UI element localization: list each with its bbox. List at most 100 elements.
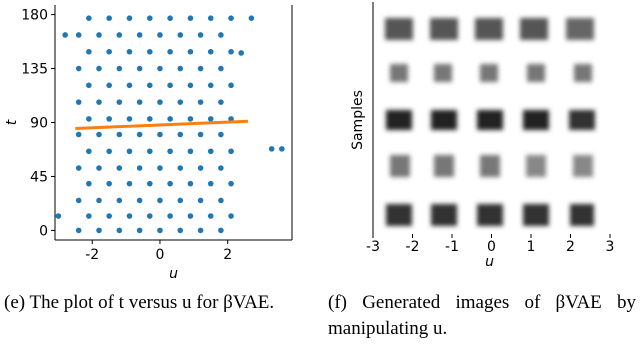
point xyxy=(197,32,204,38)
point xyxy=(106,15,112,21)
point xyxy=(177,165,184,171)
point xyxy=(86,213,92,219)
point xyxy=(86,148,92,155)
point xyxy=(106,180,112,187)
point xyxy=(75,32,82,38)
point xyxy=(197,65,204,72)
x-tick-label: -1 xyxy=(445,239,459,255)
point xyxy=(106,82,112,89)
point xyxy=(197,197,204,204)
point xyxy=(187,116,194,122)
point xyxy=(126,148,133,155)
y-axis-label: t xyxy=(4,119,20,125)
y-tick-label: 180 xyxy=(21,8,48,24)
point xyxy=(96,65,102,72)
point xyxy=(207,82,214,89)
point xyxy=(167,148,173,155)
fit-line xyxy=(75,119,249,130)
point xyxy=(116,165,123,171)
point xyxy=(96,197,102,204)
point xyxy=(187,15,194,21)
point xyxy=(147,82,153,89)
point xyxy=(116,65,123,72)
point xyxy=(197,227,204,234)
point xyxy=(218,65,224,72)
point xyxy=(147,148,153,155)
point xyxy=(157,165,163,171)
point xyxy=(75,65,82,72)
generated-images xyxy=(385,18,595,226)
point xyxy=(187,82,194,89)
x-tick-label: 2 xyxy=(566,239,575,255)
point xyxy=(147,15,153,21)
point xyxy=(228,116,234,122)
point xyxy=(167,213,173,219)
x-tick-label: 0 xyxy=(155,247,164,263)
caption-e: (e) The plot of t versus u for βVAE. xyxy=(4,292,275,313)
point xyxy=(96,99,102,105)
point xyxy=(106,116,112,122)
point xyxy=(157,32,163,38)
point xyxy=(207,148,214,155)
point xyxy=(86,116,92,122)
point xyxy=(279,146,285,152)
caption-f: (f) Generated images of βVAE by manipula… xyxy=(328,292,636,339)
point xyxy=(106,48,112,55)
point xyxy=(96,32,102,38)
x-tick-label: -3 xyxy=(366,239,380,255)
point xyxy=(126,15,133,21)
point xyxy=(75,227,82,234)
point xyxy=(187,148,194,155)
point xyxy=(75,131,82,138)
point xyxy=(228,148,234,155)
point xyxy=(177,32,184,38)
point xyxy=(207,116,214,122)
point xyxy=(228,82,234,89)
point xyxy=(75,165,82,171)
point xyxy=(218,99,224,105)
x-tick-label: 3 xyxy=(606,239,615,255)
point xyxy=(136,32,143,38)
point xyxy=(136,99,143,105)
point xyxy=(136,165,143,171)
point xyxy=(96,227,102,234)
point xyxy=(197,99,204,105)
point xyxy=(218,227,224,234)
point xyxy=(248,15,255,21)
x-axis-label: u xyxy=(485,254,494,270)
point xyxy=(116,32,123,38)
point xyxy=(218,131,224,138)
point xyxy=(197,131,204,138)
point xyxy=(126,213,133,219)
x-tick-label: -2 xyxy=(85,247,99,263)
point xyxy=(126,116,133,122)
point xyxy=(136,227,143,234)
point xyxy=(116,197,123,204)
point xyxy=(86,82,92,89)
point xyxy=(187,48,194,55)
y-tick-label: 135 xyxy=(21,62,48,78)
point xyxy=(116,131,123,138)
point xyxy=(86,48,92,55)
point xyxy=(187,213,194,219)
point xyxy=(86,15,92,21)
point xyxy=(126,82,133,89)
point xyxy=(177,131,184,138)
point xyxy=(167,15,173,21)
x-tick-label: -2 xyxy=(406,239,420,255)
point xyxy=(207,180,214,187)
point xyxy=(136,197,143,204)
point xyxy=(197,165,204,171)
point xyxy=(75,197,82,204)
point xyxy=(207,48,214,55)
point xyxy=(167,82,173,89)
point xyxy=(147,48,153,55)
point xyxy=(157,99,163,105)
point xyxy=(207,15,214,21)
point xyxy=(147,180,153,187)
point xyxy=(157,131,163,138)
point xyxy=(157,197,163,204)
point xyxy=(228,180,234,187)
point xyxy=(228,48,234,55)
point xyxy=(167,48,173,55)
